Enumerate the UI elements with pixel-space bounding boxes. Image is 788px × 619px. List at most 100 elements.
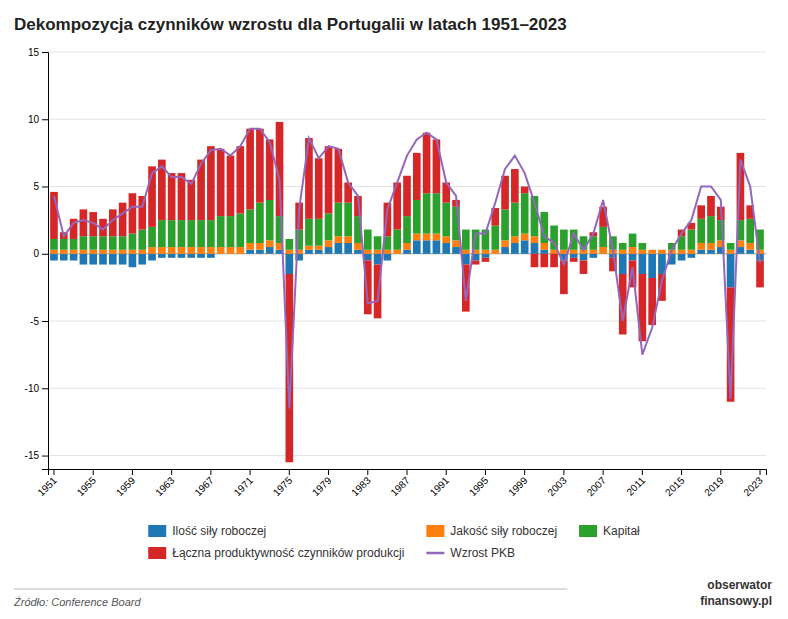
y-tick: -15 <box>25 450 48 461</box>
bar <box>178 220 186 247</box>
bar <box>482 250 490 254</box>
bar <box>227 156 235 217</box>
bar <box>187 247 195 254</box>
y-tick: 10 <box>28 114 48 125</box>
bar <box>599 247 607 254</box>
x-tick-label: 1967 <box>192 474 216 498</box>
bar <box>423 193 431 233</box>
y-tick: -5 <box>30 316 48 327</box>
x-tick-label: 1963 <box>153 474 177 498</box>
x-tick: 1959 <box>114 469 138 498</box>
x-tick-label: 1991 <box>428 474 452 498</box>
legend-label: Ilość siły roboczej <box>172 524 266 538</box>
x-axis: 1951195519591963196719711975197919831987… <box>35 469 766 498</box>
bar <box>197 220 205 247</box>
bar <box>80 236 88 249</box>
bar <box>236 247 244 254</box>
bar <box>531 236 539 243</box>
bar <box>501 209 509 240</box>
x-tick-mark <box>446 469 447 475</box>
bar <box>413 153 421 200</box>
plot-area: -15-10-505101519511955195919631967197119… <box>25 47 767 498</box>
bar <box>335 236 343 243</box>
bar <box>99 250 107 254</box>
legend-swatch <box>579 525 597 537</box>
bar <box>217 247 225 254</box>
bar <box>511 243 519 254</box>
bar <box>521 187 529 194</box>
bar <box>217 149 225 216</box>
x-tick: 1983 <box>349 469 373 498</box>
bar <box>423 240 431 253</box>
bar <box>688 254 696 258</box>
bar <box>580 261 588 274</box>
bar <box>266 247 274 254</box>
bar <box>158 220 166 247</box>
bar <box>570 258 578 262</box>
bar <box>325 247 333 254</box>
y-tick: 0 <box>33 248 48 259</box>
x-tick-mark <box>250 469 251 475</box>
bar <box>521 193 529 233</box>
bar <box>707 250 715 254</box>
grid-line <box>48 455 766 456</box>
bar <box>256 203 264 243</box>
bar <box>50 239 58 250</box>
bar <box>158 254 166 258</box>
bar <box>374 250 382 254</box>
y-tick-mark <box>42 321 48 322</box>
bar <box>99 236 107 249</box>
bar <box>589 254 597 258</box>
bar <box>707 196 715 216</box>
bar <box>217 216 225 247</box>
source: Źródło: Conference Board <box>13 596 141 608</box>
bar <box>364 230 372 250</box>
bar <box>511 169 519 203</box>
bar <box>50 250 58 254</box>
bar <box>344 236 352 243</box>
legend-swatch <box>426 525 444 537</box>
bar <box>286 250 294 254</box>
x-tick-label: 1999 <box>506 474 530 498</box>
bar <box>756 261 764 288</box>
x-tick-label: 1955 <box>75 474 99 498</box>
y-tick-label: 10 <box>28 114 40 125</box>
bar <box>138 250 146 254</box>
bar <box>570 254 578 258</box>
y-axis: -15-10-5051015 <box>25 47 49 470</box>
bar <box>246 250 254 254</box>
bar <box>697 219 705 243</box>
bar <box>697 205 705 218</box>
bar <box>403 250 411 254</box>
bar <box>60 250 68 254</box>
legend-swatch <box>426 552 444 555</box>
bar <box>658 253 666 254</box>
bar <box>678 254 686 261</box>
bar <box>589 250 597 254</box>
bar <box>70 250 78 254</box>
bar <box>80 209 88 236</box>
y-tick-label: -15 <box>25 450 40 461</box>
x-tick-label: 1983 <box>349 474 373 498</box>
bar <box>197 254 205 258</box>
bar <box>403 176 411 216</box>
bar <box>374 236 382 249</box>
bar <box>109 236 117 249</box>
bar <box>413 240 421 253</box>
bar <box>286 239 294 250</box>
bar <box>629 234 637 247</box>
bar <box>707 243 715 250</box>
y-tick-label: 0 <box>33 248 39 259</box>
bar <box>335 203 343 237</box>
bar <box>639 243 647 250</box>
bar <box>697 250 705 254</box>
x-tick: 1975 <box>271 469 295 498</box>
y-tick: 5 <box>33 181 48 192</box>
x-tick: 2011 <box>624 469 647 498</box>
x-tick-label: 1975 <box>271 474 295 498</box>
legend-item: Kapitał <box>579 524 640 538</box>
bar <box>413 234 421 241</box>
bar <box>178 254 186 258</box>
x-tick-mark <box>289 469 290 475</box>
bar <box>256 129 264 203</box>
